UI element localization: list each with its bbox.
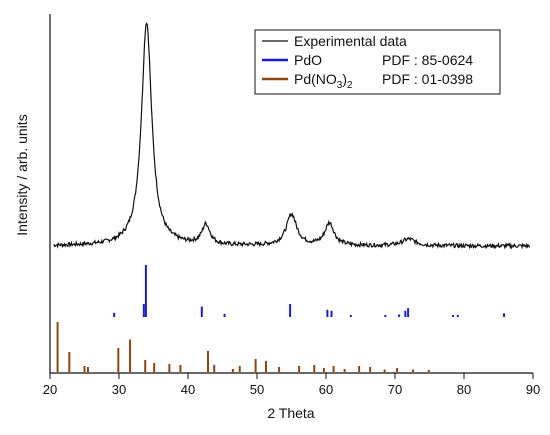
legend: Experimental data PdO PDF : 85-0624 Pd(N… — [254, 29, 501, 95]
legend-pdf-pdo: PDF : 85-0624 — [382, 52, 473, 68]
legend-label-experimental: Experimental data — [294, 33, 407, 49]
x-tick-label: 20 — [43, 382, 57, 397]
pdo-reference-sticks — [113, 265, 506, 317]
x-tick-label: 70 — [388, 382, 402, 397]
legend-label-pdno3-sub: 3 — [337, 80, 343, 91]
x-tick-label: 60 — [319, 382, 333, 397]
x-tick-label: 90 — [526, 382, 540, 397]
x-tick-label: 80 — [457, 382, 471, 397]
x-tick-label: 40 — [181, 382, 195, 397]
axes — [49, 14, 533, 374]
legend-label-pdno3: Pd(NO3)2 — [294, 71, 353, 91]
x-tick-label: 50 — [250, 382, 264, 397]
y-axis-title: Intensity / arb. units — [14, 114, 30, 235]
x-ticks: 20 30 40 50 60 70 80 90 — [43, 373, 540, 397]
legend-pdf-pdno3: PDF : 01-0398 — [382, 71, 473, 87]
legend-label-pdno3-main: Pd(NO — [294, 71, 337, 87]
pdno3-reference-sticks — [56, 322, 430, 372]
legend-box — [254, 29, 501, 95]
legend-label-pdo: PdO — [294, 52, 322, 68]
legend-label-pdno3-sub2: 2 — [347, 80, 353, 91]
x-tick-label: 30 — [112, 382, 126, 397]
experimental-curve — [53, 22, 531, 250]
experimental-curve-group — [53, 22, 531, 250]
legend-label-pdno3-close: ) — [342, 71, 347, 87]
x-axis-title: 2 Theta — [267, 405, 314, 421]
